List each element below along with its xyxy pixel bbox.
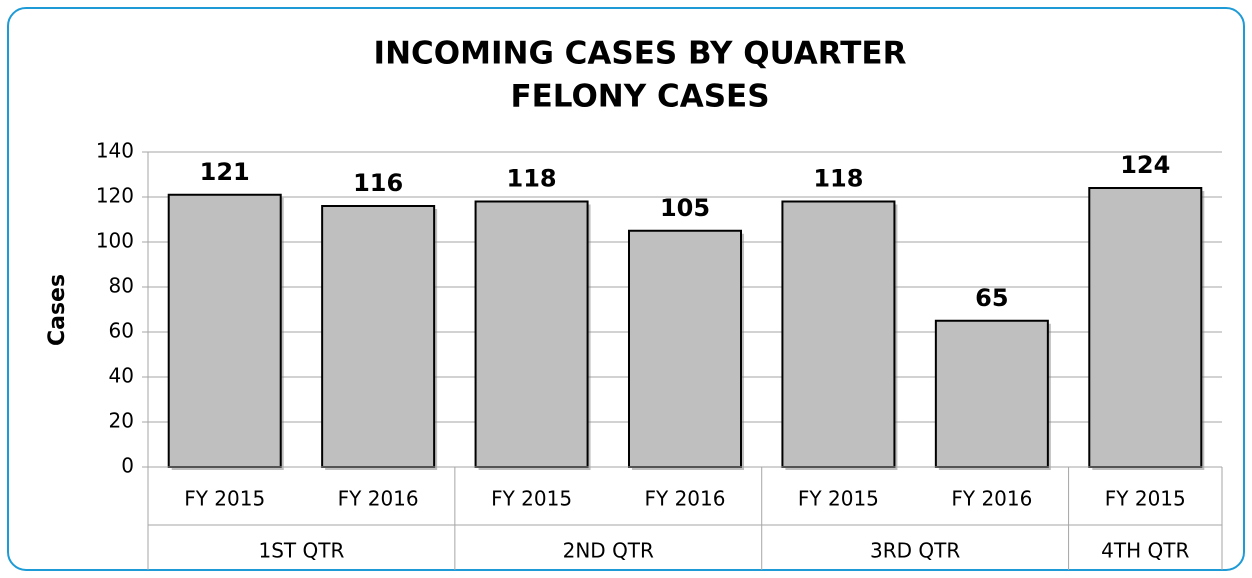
y-tick-label: 40 <box>109 364 134 388</box>
x-tick-label: FY 2016 <box>645 487 726 511</box>
group-label: 4TH QTR <box>1101 539 1189 563</box>
y-tick-label: 100 <box>96 229 134 253</box>
y-tick-label: 120 <box>96 184 134 208</box>
bar <box>474 200 589 468</box>
y-axis-title: Cases <box>45 274 70 346</box>
chart-subtitle: FELONY CASES <box>510 79 769 115</box>
group-label: 2ND QTR <box>563 539 654 563</box>
bar <box>321 205 436 468</box>
bar <box>627 229 743 468</box>
x-tick-label: FY 2015 <box>184 487 265 511</box>
y-tick-label: 0 <box>121 454 134 478</box>
x-tick-label: FY 2015 <box>491 487 572 511</box>
chart-title: INCOMING CASES BY QUARTER <box>374 36 907 72</box>
x-tick-label: FY 2016 <box>951 487 1032 511</box>
bar <box>934 319 1049 468</box>
bar <box>167 193 282 468</box>
data-label: 121 <box>200 158 250 186</box>
x-tick-label: FY 2016 <box>338 487 419 511</box>
x-tick-label: FY 2015 <box>1105 487 1186 511</box>
y-tick-label: 140 <box>96 139 134 163</box>
data-label: 118 <box>813 165 863 193</box>
group-label: 1ST QTR <box>258 539 344 563</box>
data-label: 65 <box>975 284 1008 312</box>
data-label: 124 <box>1120 151 1170 179</box>
data-label: 105 <box>660 194 710 222</box>
y-tick-label: 20 <box>109 409 134 433</box>
y-tick-label: 80 <box>109 274 134 298</box>
bar <box>781 200 896 468</box>
bar <box>1088 187 1203 468</box>
y-tick-label: 60 <box>109 319 134 343</box>
data-label: 118 <box>507 165 557 193</box>
data-label: 116 <box>353 169 403 197</box>
group-label: 3RD QTR <box>870 539 960 563</box>
x-tick-label: FY 2015 <box>798 487 879 511</box>
